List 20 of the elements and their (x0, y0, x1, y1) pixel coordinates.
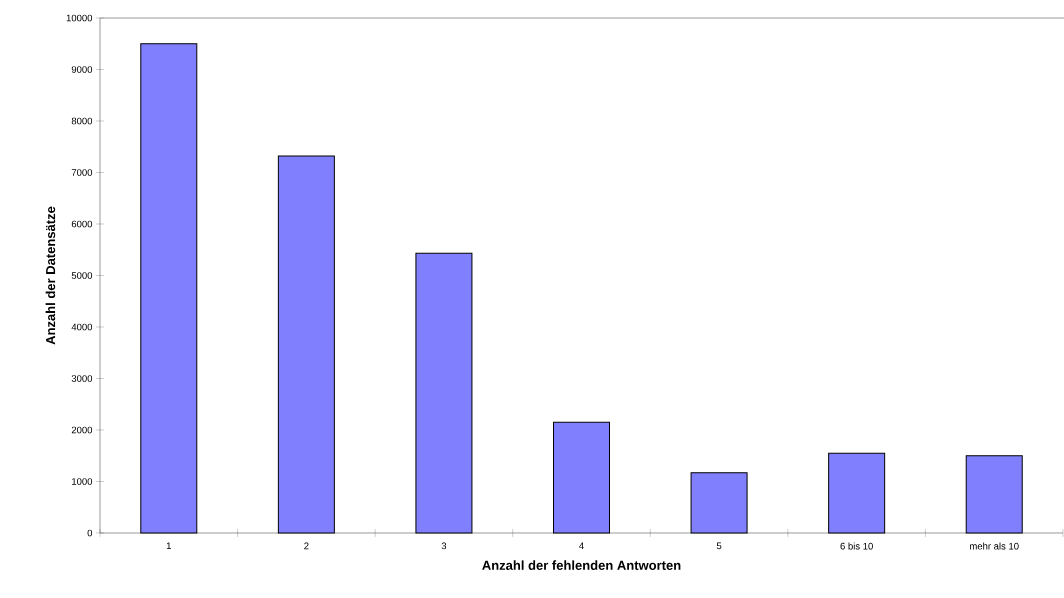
y-tick-label: 8000 (71, 117, 93, 125)
x-tick-label: 6 bis 10 (840, 542, 873, 550)
x-tick-label: 4 (579, 542, 584, 550)
y-tick-label: 3000 (71, 375, 93, 382)
y-tick-label: 2000 (71, 426, 93, 434)
y-axis-title: Anzahl der Datensätze (45, 206, 56, 345)
y-tick-label: 7000 (71, 169, 93, 176)
x-tick-label: 2 (304, 542, 309, 550)
y-tick-label: 0 (87, 529, 93, 537)
y-tick-label: 10000 (66, 14, 93, 22)
x-axis-title: Anzahl der fehlenden Antworten (482, 560, 681, 570)
x-tick-label: 1 (166, 542, 171, 550)
x-tick-label: 5 (716, 542, 722, 550)
y-tick-label: 1000 (72, 478, 93, 485)
y-tick-label: 4000 (71, 323, 93, 331)
y-tick-label: 9000 (71, 66, 93, 73)
x-tick-label: mehr als 10 (970, 542, 1019, 550)
x-tick-label: 3 (441, 542, 447, 550)
y-tick-label: 6000 (71, 220, 93, 228)
y-tick-label: 5000 (71, 272, 93, 279)
